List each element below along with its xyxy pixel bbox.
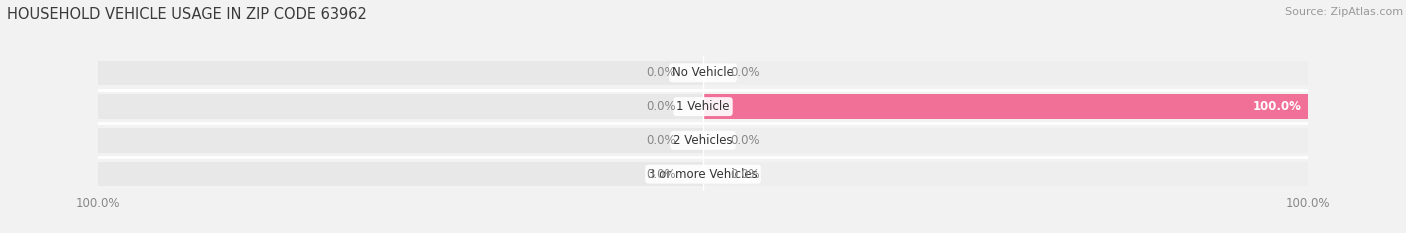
Text: 2 Vehicles: 2 Vehicles [673, 134, 733, 147]
Bar [98, 94, 703, 119]
Text: No Vehicle: No Vehicle [672, 66, 734, 79]
Text: 0.0%: 0.0% [730, 168, 759, 181]
Bar [98, 61, 703, 85]
Bar [703, 128, 1308, 153]
Text: 0.0%: 0.0% [647, 134, 676, 147]
Text: 0.0%: 0.0% [730, 134, 759, 147]
Text: 0.0%: 0.0% [730, 66, 759, 79]
Text: 0.0%: 0.0% [647, 66, 676, 79]
Text: 0.0%: 0.0% [647, 100, 676, 113]
Bar [703, 162, 1308, 186]
Bar [703, 94, 1308, 119]
Bar [98, 128, 703, 153]
Text: Source: ZipAtlas.com: Source: ZipAtlas.com [1285, 7, 1403, 17]
Bar [703, 94, 1308, 119]
Text: 1 Vehicle: 1 Vehicle [676, 100, 730, 113]
Text: 3 or more Vehicles: 3 or more Vehicles [648, 168, 758, 181]
Bar [98, 162, 703, 186]
Text: 0.0%: 0.0% [647, 168, 676, 181]
Bar [703, 61, 1308, 85]
Text: 100.0%: 100.0% [1253, 100, 1302, 113]
Text: HOUSEHOLD VEHICLE USAGE IN ZIP CODE 63962: HOUSEHOLD VEHICLE USAGE IN ZIP CODE 6396… [7, 7, 367, 22]
